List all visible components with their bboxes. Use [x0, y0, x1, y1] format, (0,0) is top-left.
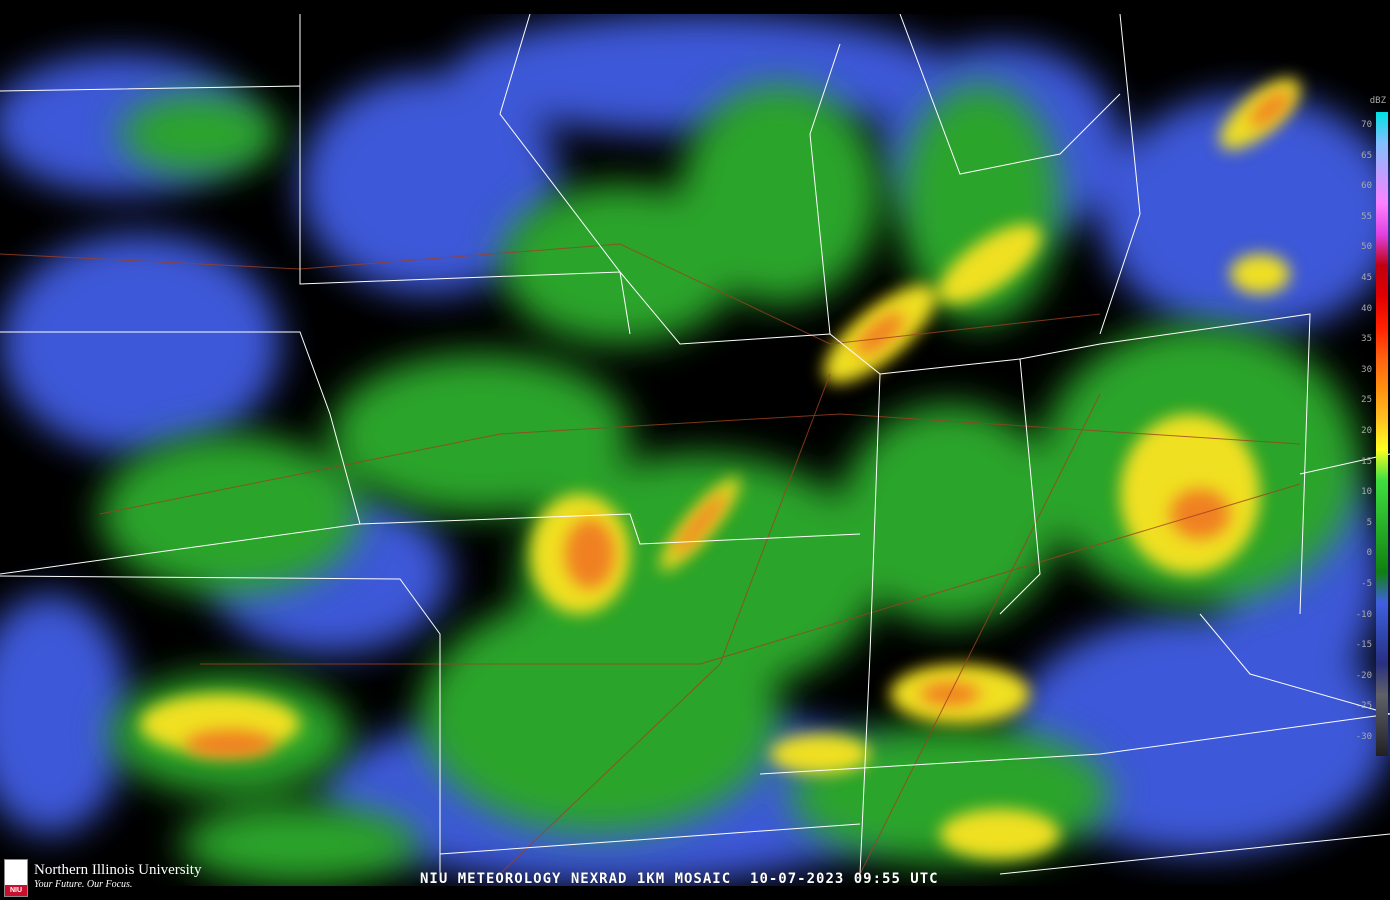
scale-label: 50 [1361, 242, 1372, 253]
precip-echo [565, 519, 615, 589]
precip-echo [0, 594, 130, 834]
logo-name: Northern Illinois University [34, 862, 202, 878]
scale-label: -10 [1355, 609, 1372, 620]
precip-echo [840, 404, 1060, 624]
scale-label: 60 [1361, 181, 1372, 192]
scale-label: 15 [1361, 456, 1372, 467]
precip-echo [1230, 254, 1290, 294]
highways [0, 243, 1301, 875]
precip-echo [180, 804, 420, 884]
scale-label: 55 [1361, 211, 1372, 222]
scale-label: 45 [1361, 273, 1372, 283]
precip-echo [120, 94, 280, 174]
scale-label: -20 [1355, 670, 1372, 681]
scale-label: 20 [1361, 426, 1372, 436]
intense-precip-layer [185, 91, 1291, 758]
caption-title: NIU METEOROLOGY NEXRAD 1KM MOSAIC [420, 871, 732, 887]
precip-echo [185, 730, 275, 758]
scale-label: -25 [1355, 701, 1372, 712]
precip-echo [1249, 91, 1291, 127]
logo-tagline: Your Future. Our Focus. [34, 879, 133, 890]
precip-echo [770, 734, 870, 774]
state-borders [0, 14, 1390, 875]
scale-label: 25 [1361, 395, 1372, 406]
niu-shield-icon: NIU [4, 859, 28, 897]
logo-badge: NIU [5, 885, 27, 896]
dbz-color-scale [1376, 112, 1388, 756]
precip-echo [1100, 94, 1390, 334]
scale-label: 0 [1366, 548, 1372, 559]
scale-label: 65 [1361, 150, 1372, 161]
scale-label: -15 [1355, 640, 1372, 651]
radar-mosaic-map[interactable] [0, 14, 1390, 886]
map-caption: NIU METEOROLOGY NEXRAD 1KM MOSAIC 10-07-… [420, 871, 939, 887]
precip-echo [300, 74, 560, 294]
precip-echo [940, 809, 1060, 859]
scale-label: 70 [1361, 120, 1372, 130]
scale-label: -30 [1355, 732, 1372, 742]
precip-echo [855, 312, 905, 356]
scale-label: 40 [1361, 303, 1372, 314]
precip-echo [500, 184, 740, 344]
precip-echo [680, 84, 880, 304]
scale-label: 30 [1361, 364, 1372, 375]
scale-label: 5 [1366, 517, 1372, 528]
precip-echo [420, 594, 780, 834]
caption-timestamp: 10-07-2023 09:55 UTC [750, 871, 939, 887]
precip-echo [0, 234, 280, 454]
scale-label: -5 [1361, 579, 1372, 589]
scale-label: 35 [1361, 334, 1372, 345]
precip-echo [938, 224, 1042, 304]
precip-echo [673, 492, 727, 556]
precip-echo [330, 354, 630, 514]
legend-unit: dBZ [1369, 96, 1386, 106]
niu-logo: NIU Northern Illinois University Your Fu… [2, 857, 232, 897]
precip-echo [100, 434, 360, 594]
scale-label: 10 [1361, 487, 1372, 498]
